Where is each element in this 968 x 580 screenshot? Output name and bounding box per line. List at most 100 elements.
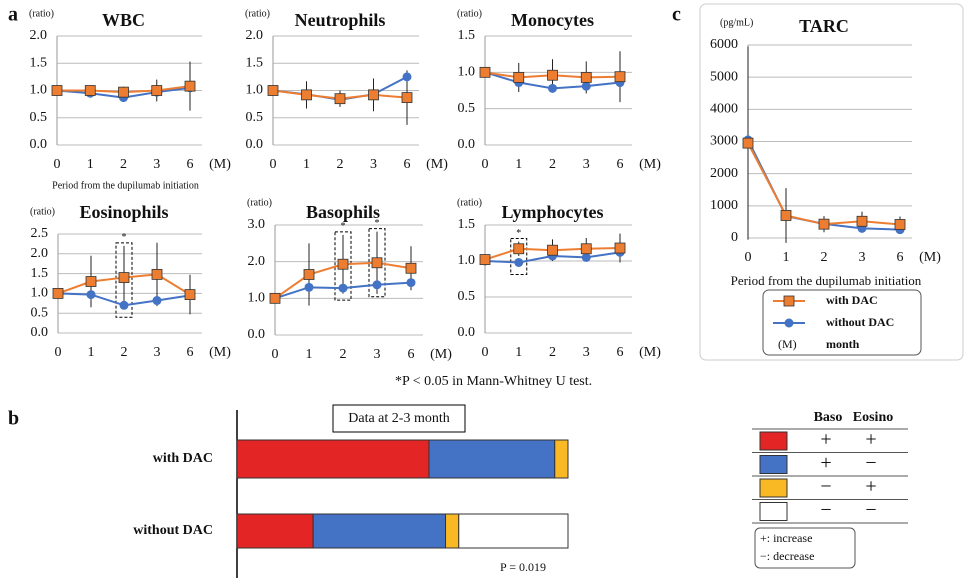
marker (368, 89, 379, 101)
x-tick-label: 0 (745, 250, 752, 265)
significance-box (115, 242, 133, 318)
marker (894, 219, 906, 230)
x-tick-label: 0 (55, 345, 62, 360)
legend-label: without DAC (826, 315, 894, 329)
x-unit: (M) (919, 250, 941, 265)
bar-segment (445, 513, 460, 549)
legend-header: Eosino (853, 410, 893, 425)
significance-box (368, 228, 386, 298)
y-tick-label: 2.0 (246, 28, 264, 43)
significance-box (334, 231, 352, 301)
y-tick-label: 1.0 (458, 65, 476, 80)
legend-label: with DAC (826, 293, 878, 307)
legend-marker (783, 295, 795, 307)
marker (151, 85, 163, 96)
legend-sign: − (820, 476, 831, 498)
y-tick-label: 1.0 (248, 291, 266, 306)
x-tick-label: 6 (617, 345, 624, 360)
x-tick-label: 6 (617, 157, 624, 172)
bar-segment (312, 513, 447, 549)
x-tick-label: 6 (187, 345, 194, 360)
x-label: Period from the dupilumab initiation (52, 180, 199, 191)
legend-note-box (754, 527, 856, 569)
y-unit: (ratio) (30, 206, 55, 217)
legend-sign: + (820, 429, 831, 451)
footnote: *P < 0.05 in Mann-Whitney U test. (395, 374, 592, 389)
legend-marker (784, 318, 794, 328)
y-tick-label: 1.5 (458, 28, 476, 43)
marker (84, 85, 96, 96)
y-tick-label: 0.0 (30, 137, 48, 152)
y-tick-label: 0.5 (30, 110, 48, 125)
marker (580, 243, 592, 255)
y-tick-label: 1.5 (30, 55, 48, 70)
marker (184, 80, 196, 92)
y-tick-label: 0.5 (458, 101, 476, 116)
y-tick-label: 2.0 (31, 246, 49, 261)
bar-segment (554, 439, 569, 479)
y-tick-label: 4000 (710, 102, 738, 117)
marker (334, 93, 346, 105)
marker (267, 85, 279, 96)
legend-sign: + (865, 429, 876, 451)
y-tick-label: 6000 (710, 37, 738, 52)
y-tick-label: 5000 (710, 69, 738, 84)
x-label: Period from the dupilumab initiation (731, 273, 922, 288)
marker (301, 89, 312, 101)
marker (402, 72, 412, 82)
marker (151, 268, 163, 280)
y-tick-label: 0.5 (458, 289, 476, 304)
marker (184, 289, 196, 300)
x-tick-label: 6 (408, 347, 415, 362)
legend-box (762, 289, 922, 356)
x-tick-label: 3 (374, 347, 381, 362)
y-tick-label: 3.0 (248, 217, 266, 232)
panel-title: Eosinophils (79, 202, 168, 222)
x-unit: (M) (209, 157, 231, 172)
marker (52, 287, 64, 299)
panel-title: Basophils (306, 202, 380, 222)
x-tick-label: 6 (897, 250, 904, 265)
marker (119, 300, 129, 310)
x-tick-label: 0 (270, 157, 277, 172)
y-tick-label: 1.0 (458, 253, 476, 268)
legend-header: Baso (814, 410, 843, 425)
y-tick-label: 0.0 (246, 137, 264, 152)
legend-symbol: (M) (778, 337, 797, 351)
marker (547, 244, 558, 256)
x-tick-label: 3 (859, 250, 866, 265)
marker (118, 86, 129, 98)
x-tick-label: 1 (515, 345, 522, 360)
marker (152, 296, 162, 306)
marker (86, 290, 96, 300)
panel-title: Lymphocytes (501, 202, 603, 222)
legend-text: month (826, 337, 860, 351)
x-tick-label: 3 (153, 157, 160, 172)
y-tick-label: 1.5 (458, 217, 476, 232)
x-tick-label: 1 (515, 157, 522, 172)
x-tick-label: 1 (87, 157, 94, 172)
y-unit: (ratio) (29, 8, 54, 19)
x-tick-label: 2 (549, 345, 556, 360)
significance-box (510, 238, 528, 275)
marker (405, 262, 417, 274)
bar-segment (458, 513, 569, 549)
marker (303, 269, 315, 280)
legend-swatch (759, 502, 788, 521)
marker (337, 258, 349, 270)
legend-swatch (759, 478, 788, 498)
legend-sign: − (865, 452, 876, 474)
panel-title: TARC (799, 16, 849, 36)
marker (406, 278, 416, 288)
marker (742, 137, 754, 149)
y-tick-label: 2.0 (248, 254, 266, 269)
panel-title: Neutrophils (295, 10, 386, 30)
x-unit: (M) (639, 345, 661, 360)
y-tick-label: 2.0 (30, 28, 48, 43)
x-tick-label: 2 (549, 157, 556, 172)
y-tick-label: 0.5 (31, 305, 49, 320)
marker (548, 83, 557, 93)
marker (780, 210, 792, 221)
significance-star: * (516, 228, 521, 239)
